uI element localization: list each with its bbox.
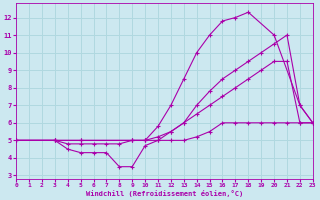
X-axis label: Windchill (Refroidissement éolien,°C): Windchill (Refroidissement éolien,°C) (86, 190, 243, 197)
